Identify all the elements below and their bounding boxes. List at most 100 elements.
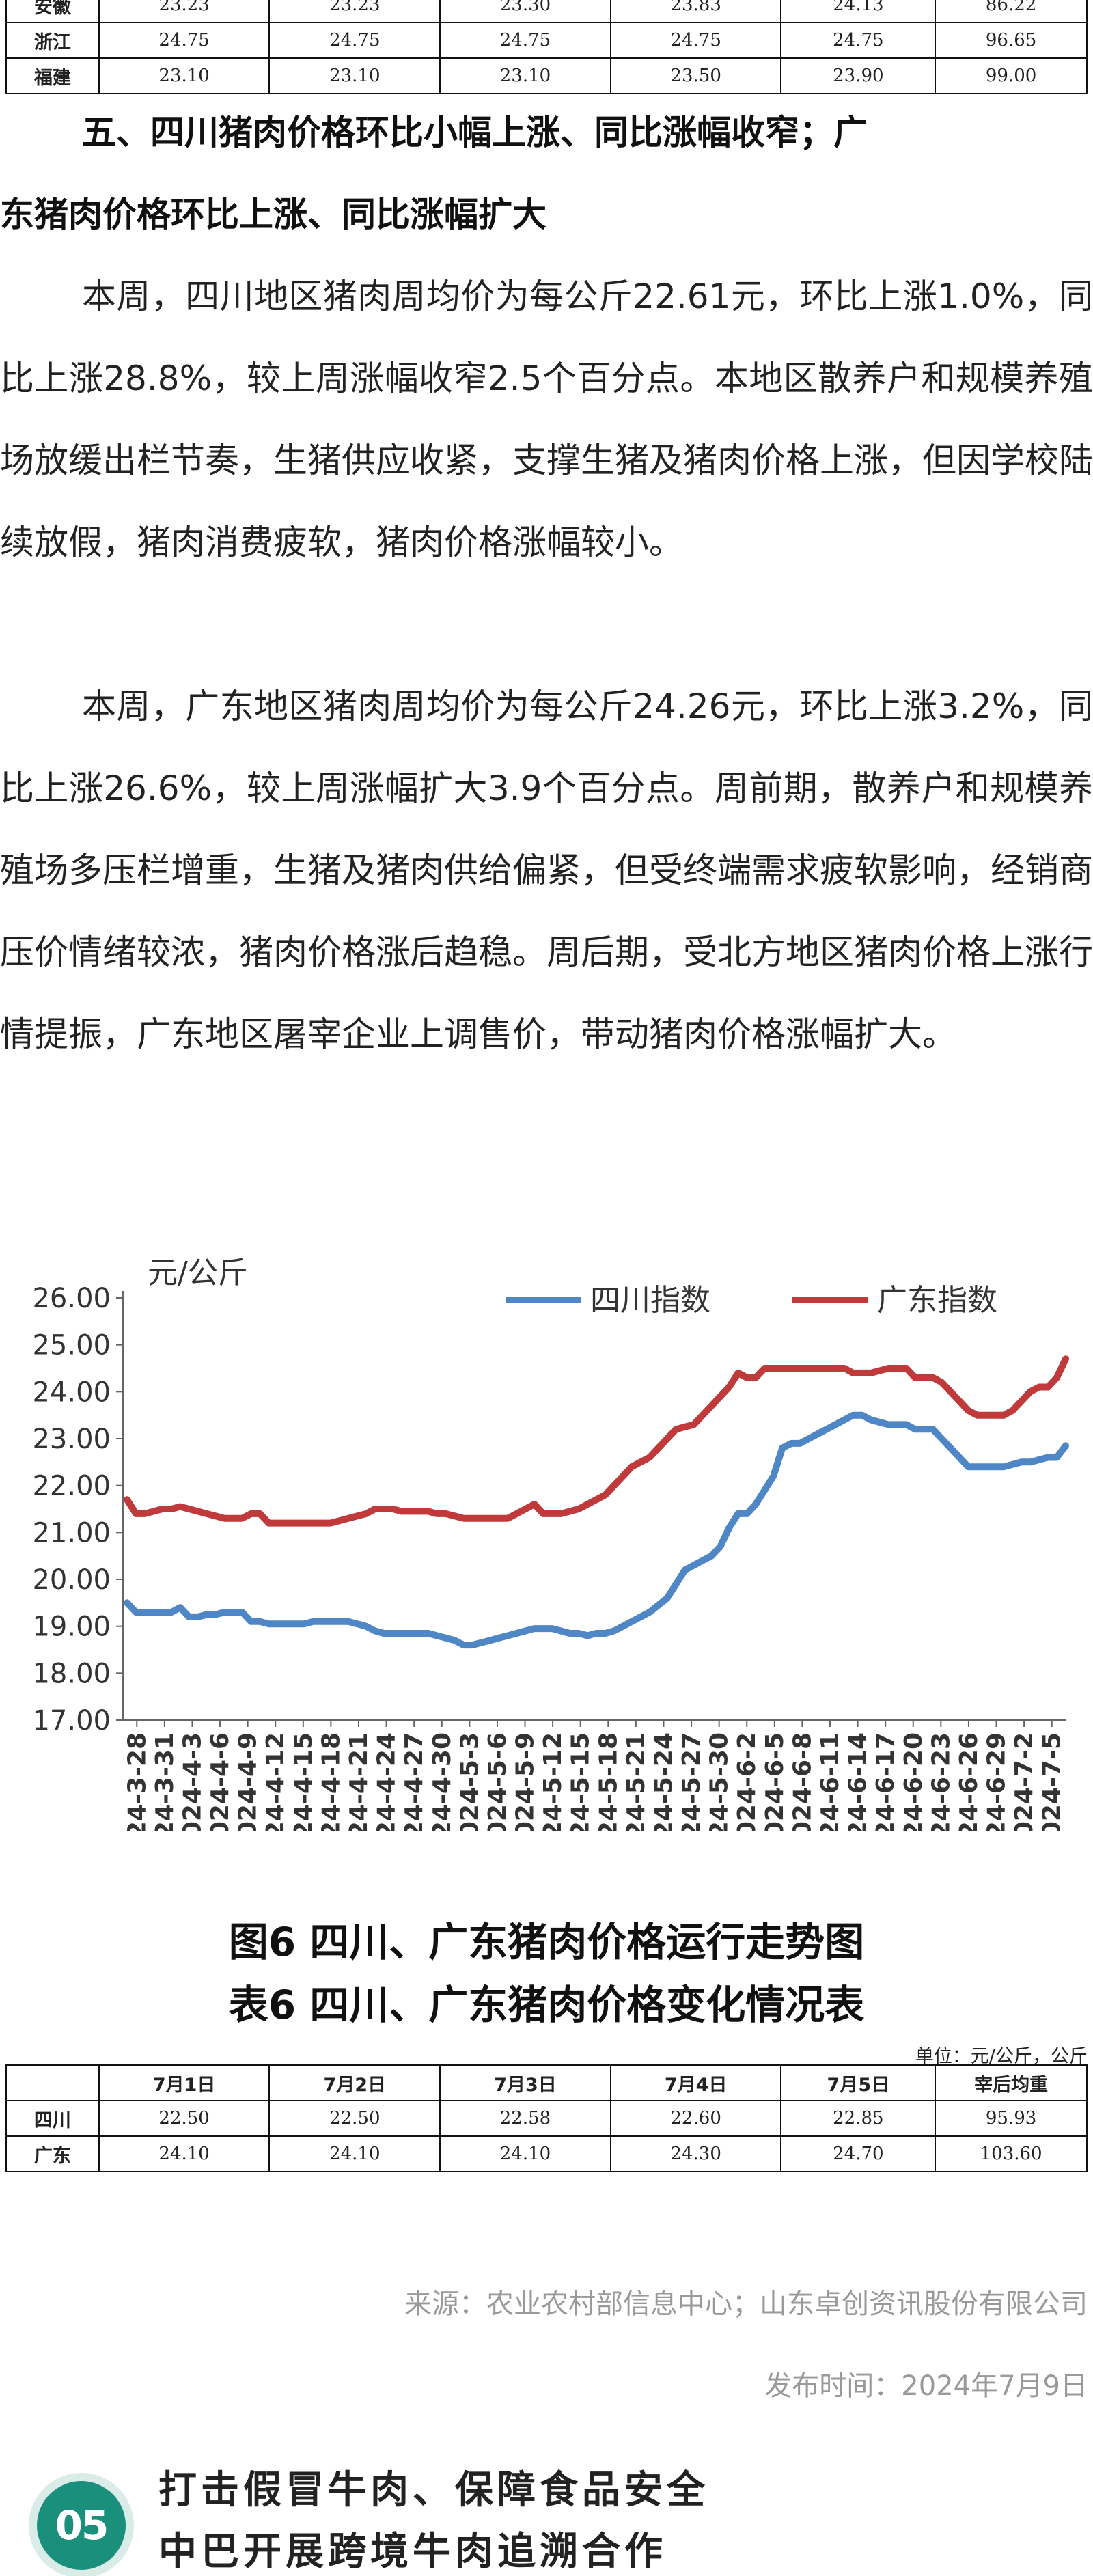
x-tick-label: 2024-5-30 bbox=[706, 1732, 734, 1831]
section-number-badge: 05 bbox=[37, 2481, 126, 2570]
table-cell: 24.30 bbox=[609, 2135, 782, 2172]
column-header: 宰后均重 bbox=[935, 2064, 1088, 2101]
x-tick-label: 2024-4-9 bbox=[234, 1732, 262, 1831]
x-tick-label: 2024-4-24 bbox=[373, 1732, 401, 1831]
x-tick-label: 2024-4-15 bbox=[290, 1732, 318, 1831]
row-header: 浙江 bbox=[5, 22, 100, 59]
y-tick-label: 18.00 bbox=[32, 1658, 111, 1689]
table-row: 福建 23.10 23.10 23.10 23.50 23.90 99.00 bbox=[5, 57, 1088, 94]
table-cell: 23.23 bbox=[98, 0, 271, 23]
x-tick-label: 2024-6-8 bbox=[788, 1732, 816, 1831]
table-cell: 22.58 bbox=[439, 2100, 611, 2137]
x-tick-label: 2024-7-5 bbox=[1038, 1732, 1066, 1831]
x-tick-label: 2024-5-3 bbox=[456, 1732, 484, 1831]
table-cell: 23.90 bbox=[780, 57, 937, 94]
section-heading-line1: 五、四川猪肉价格环比小幅上涨、同比涨幅收窄；广 bbox=[82, 113, 868, 152]
y-tick-label: 26.00 bbox=[32, 1283, 111, 1314]
badge-number: 05 bbox=[55, 2502, 109, 2549]
table-cell: 24.10 bbox=[268, 2135, 441, 2172]
series-line-guangdong bbox=[124, 1355, 1069, 1527]
publish-time: 发布时间：2024年7月9日 bbox=[764, 2370, 1088, 2402]
x-tick-label: 2024-6-20 bbox=[900, 1732, 928, 1831]
next-article-title-line1[interactable]: 打击假冒牛肉、保障食品安全 bbox=[158, 2468, 709, 2512]
table-cell: 24.75 bbox=[780, 22, 937, 59]
x-tick-label: 2024-4-3 bbox=[178, 1732, 206, 1831]
table-row: 浙江 24.75 24.75 24.75 24.75 24.75 96.65 bbox=[5, 22, 1088, 59]
table-cell: 22.50 bbox=[98, 2100, 271, 2137]
x-tick-label: 2024-6-11 bbox=[816, 1732, 844, 1831]
y-tick-label: 24.00 bbox=[32, 1376, 111, 1408]
x-tick-label: 2024-6-14 bbox=[844, 1732, 872, 1831]
table-cell: 22.60 bbox=[609, 2100, 782, 2137]
series-lines bbox=[124, 1355, 1069, 1649]
next-article-title-line2[interactable]: 中巴开展跨境牛肉追溯合作 bbox=[158, 2530, 667, 2574]
paragraph-guangdong: 本周，广东地区猪肉周均价为每公斤24.26元，环比上涨3.2%，同比上涨26.6… bbox=[0, 687, 1093, 1054]
x-tick-label: 2024-5-9 bbox=[512, 1732, 540, 1831]
table-cell: 23.50 bbox=[609, 57, 782, 94]
table-cell: 24.10 bbox=[439, 2135, 611, 2172]
column-header: 7月4日 bbox=[609, 2064, 782, 2101]
table-cell: 23.23 bbox=[268, 0, 441, 23]
table-cell: 23.10 bbox=[98, 57, 271, 94]
x-tick-label: 2024-6-17 bbox=[872, 1732, 900, 1831]
table-header-row: 7月1日 7月2日 7月3日 7月4日 7月5日 宰后均重 bbox=[5, 2064, 1088, 2101]
figure-caption: 图6 四川、广东猪肉价格运行走势图 bbox=[228, 1919, 865, 1965]
x-tick-label: 2024-3-31 bbox=[151, 1732, 179, 1831]
x-tick-label: 2024-4-27 bbox=[400, 1732, 428, 1831]
table-cell: 24.75 bbox=[98, 22, 271, 59]
table-cell: 99.00 bbox=[935, 57, 1088, 94]
table-cell: 23.10 bbox=[268, 57, 441, 94]
x-tick-label: 2024-5-6 bbox=[484, 1732, 512, 1831]
y-axis-label: 元/公斤 bbox=[148, 1256, 248, 1290]
column-header: 7月1日 bbox=[98, 2064, 271, 2101]
price-trend-chart: 17.00 18.00 19.00 20.00 21.00 22.00 23.00 24.00… bbox=[32, 1256, 1069, 1831]
column-header: 7月3日 bbox=[439, 2064, 611, 2101]
y-tick-label: 23.00 bbox=[32, 1424, 111, 1455]
x-tick-label: 2024-5-12 bbox=[539, 1732, 567, 1831]
table-row: 四川 22.50 22.50 22.58 22.60 22.85 95.93 bbox=[5, 2100, 1088, 2137]
table-cell: 22.85 bbox=[780, 2100, 937, 2137]
x-axis: 2024-3-28 2024-3-31 2024-4-3 2024-4-6 2024-4… bbox=[123, 1719, 1066, 1831]
x-tick-label: 2024-6-23 bbox=[927, 1732, 955, 1831]
x-tick-label: 2024-4-6 bbox=[206, 1732, 234, 1831]
x-tick-label: 2024-5-15 bbox=[567, 1732, 595, 1831]
legend-label: 四川指数 bbox=[590, 1283, 710, 1318]
table-cell: 24.13 bbox=[780, 0, 937, 23]
table-cell: 103.60 bbox=[935, 2135, 1088, 2172]
table-cell: 22.50 bbox=[268, 2100, 441, 2137]
y-tick-label: 22.00 bbox=[32, 1471, 111, 1502]
x-tick-label: 2024-5-24 bbox=[650, 1732, 678, 1831]
price-table-top: 安徽 23.23 23.23 23.30 23.83 24.13 86.22 浙… bbox=[5, 0, 1088, 94]
table-cell: 23.83 bbox=[609, 0, 782, 23]
source-note: 来源：农业农村部信息中心；山东卓创资讯股份有限公司 bbox=[404, 2288, 1088, 2320]
series-line-sichuan bbox=[124, 1411, 1069, 1649]
column-header bbox=[5, 2064, 100, 2101]
x-tick-label: 2024-5-21 bbox=[622, 1732, 650, 1831]
row-header: 广东 bbox=[5, 2135, 100, 2172]
x-tick-label: 2024-6-2 bbox=[733, 1732, 761, 1831]
x-tick-label: 2024-4-18 bbox=[317, 1732, 345, 1831]
table-row: 广东 24.10 24.10 24.10 24.30 24.70 103.60 bbox=[5, 2135, 1088, 2172]
x-tick-label: 2024-6-26 bbox=[955, 1732, 983, 1831]
y-tick-label: 21.00 bbox=[32, 1517, 111, 1549]
column-header: 7月2日 bbox=[268, 2064, 441, 2101]
y-tick-label: 25.00 bbox=[32, 1330, 111, 1361]
chart-legend: 四川指数 广东指数 bbox=[506, 1283, 997, 1318]
y-tick-label: 17.00 bbox=[32, 1705, 111, 1736]
table-cell: 24.75 bbox=[439, 22, 611, 59]
column-header: 7月5日 bbox=[780, 2064, 937, 2101]
x-tick-label: 2024-7-2 bbox=[1010, 1732, 1038, 1831]
x-tick-label: 2024-5-27 bbox=[678, 1732, 706, 1831]
paragraph-sichuan: 本周，四川地区猪肉周均价为每公斤22.61元，环比上涨1.0%，同比上涨28.8… bbox=[0, 277, 1093, 562]
table-cell: 24.70 bbox=[780, 2135, 937, 2172]
legend-label: 广东指数 bbox=[877, 1283, 997, 1318]
y-tick-label: 20.00 bbox=[32, 1564, 111, 1596]
price-table-sichuan-guangdong: 7月1日 7月2日 7月3日 7月4日 7月5日 宰后均重 四川 22.50 2… bbox=[5, 2064, 1088, 2172]
x-tick-label: 2024-3-28 bbox=[123, 1732, 151, 1831]
x-tick-label: 2024-4-30 bbox=[428, 1732, 456, 1831]
unit-note: 单位：元/公斤，公斤 bbox=[915, 2046, 1088, 2067]
x-tick-label: 2024-6-29 bbox=[983, 1732, 1011, 1831]
x-tick-label: 2024-5-18 bbox=[594, 1732, 622, 1831]
table-cell: 24.75 bbox=[609, 22, 782, 59]
table-cell: 24.10 bbox=[98, 2135, 271, 2172]
